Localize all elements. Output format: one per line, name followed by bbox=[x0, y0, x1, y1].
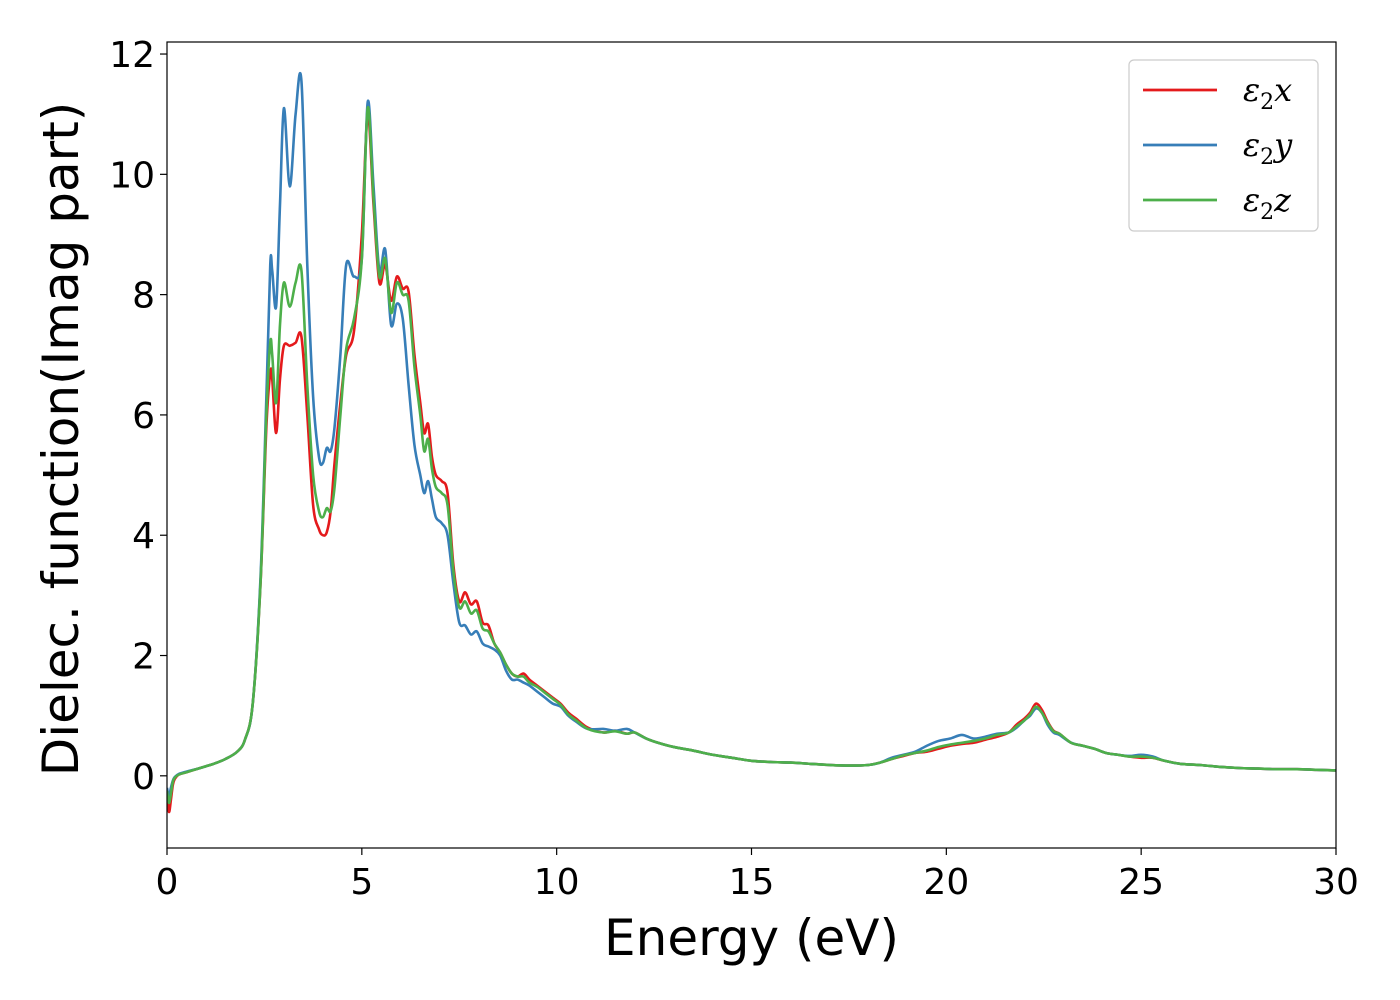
series-line-2 bbox=[167, 71, 1336, 799]
y-tick-label: 12 bbox=[109, 35, 155, 76]
x-tick-label: 15 bbox=[729, 862, 775, 903]
x-tick-label: 0 bbox=[156, 862, 179, 903]
series-line-3 bbox=[167, 106, 1336, 805]
y-tick-label: 4 bbox=[132, 516, 155, 557]
legend-label-3: ε2z bbox=[1243, 181, 1292, 225]
y-tick-label: 0 bbox=[132, 757, 155, 798]
x-axis-title: Energy (eV) bbox=[604, 909, 899, 967]
legend: ε2x ε2y ε2z bbox=[1128, 59, 1319, 232]
legend-box bbox=[1128, 59, 1319, 232]
y-axis-ticks: 0 2 4 6 8 10 12 bbox=[109, 35, 167, 798]
y-tick-label: 2 bbox=[132, 637, 155, 678]
series-layer bbox=[167, 71, 1336, 814]
legend-label-1: ε2x bbox=[1243, 71, 1292, 115]
x-tick-label: 5 bbox=[350, 862, 373, 903]
x-tick-label: 30 bbox=[1313, 862, 1359, 903]
x-tick-label: 25 bbox=[1118, 862, 1164, 903]
y-tick-label: 10 bbox=[109, 155, 155, 196]
x-tick-label: 20 bbox=[923, 862, 969, 903]
y-axis-title: Dielec. function(Imag part) bbox=[32, 102, 90, 777]
x-tick-label: 10 bbox=[534, 862, 580, 903]
legend-label-2: ε2y bbox=[1243, 126, 1293, 170]
y-tick-label: 6 bbox=[132, 396, 155, 437]
y-tick-label: 8 bbox=[132, 276, 155, 317]
x-axis-ticks: 0 5 10 15 20 25 30 bbox=[156, 848, 1359, 903]
